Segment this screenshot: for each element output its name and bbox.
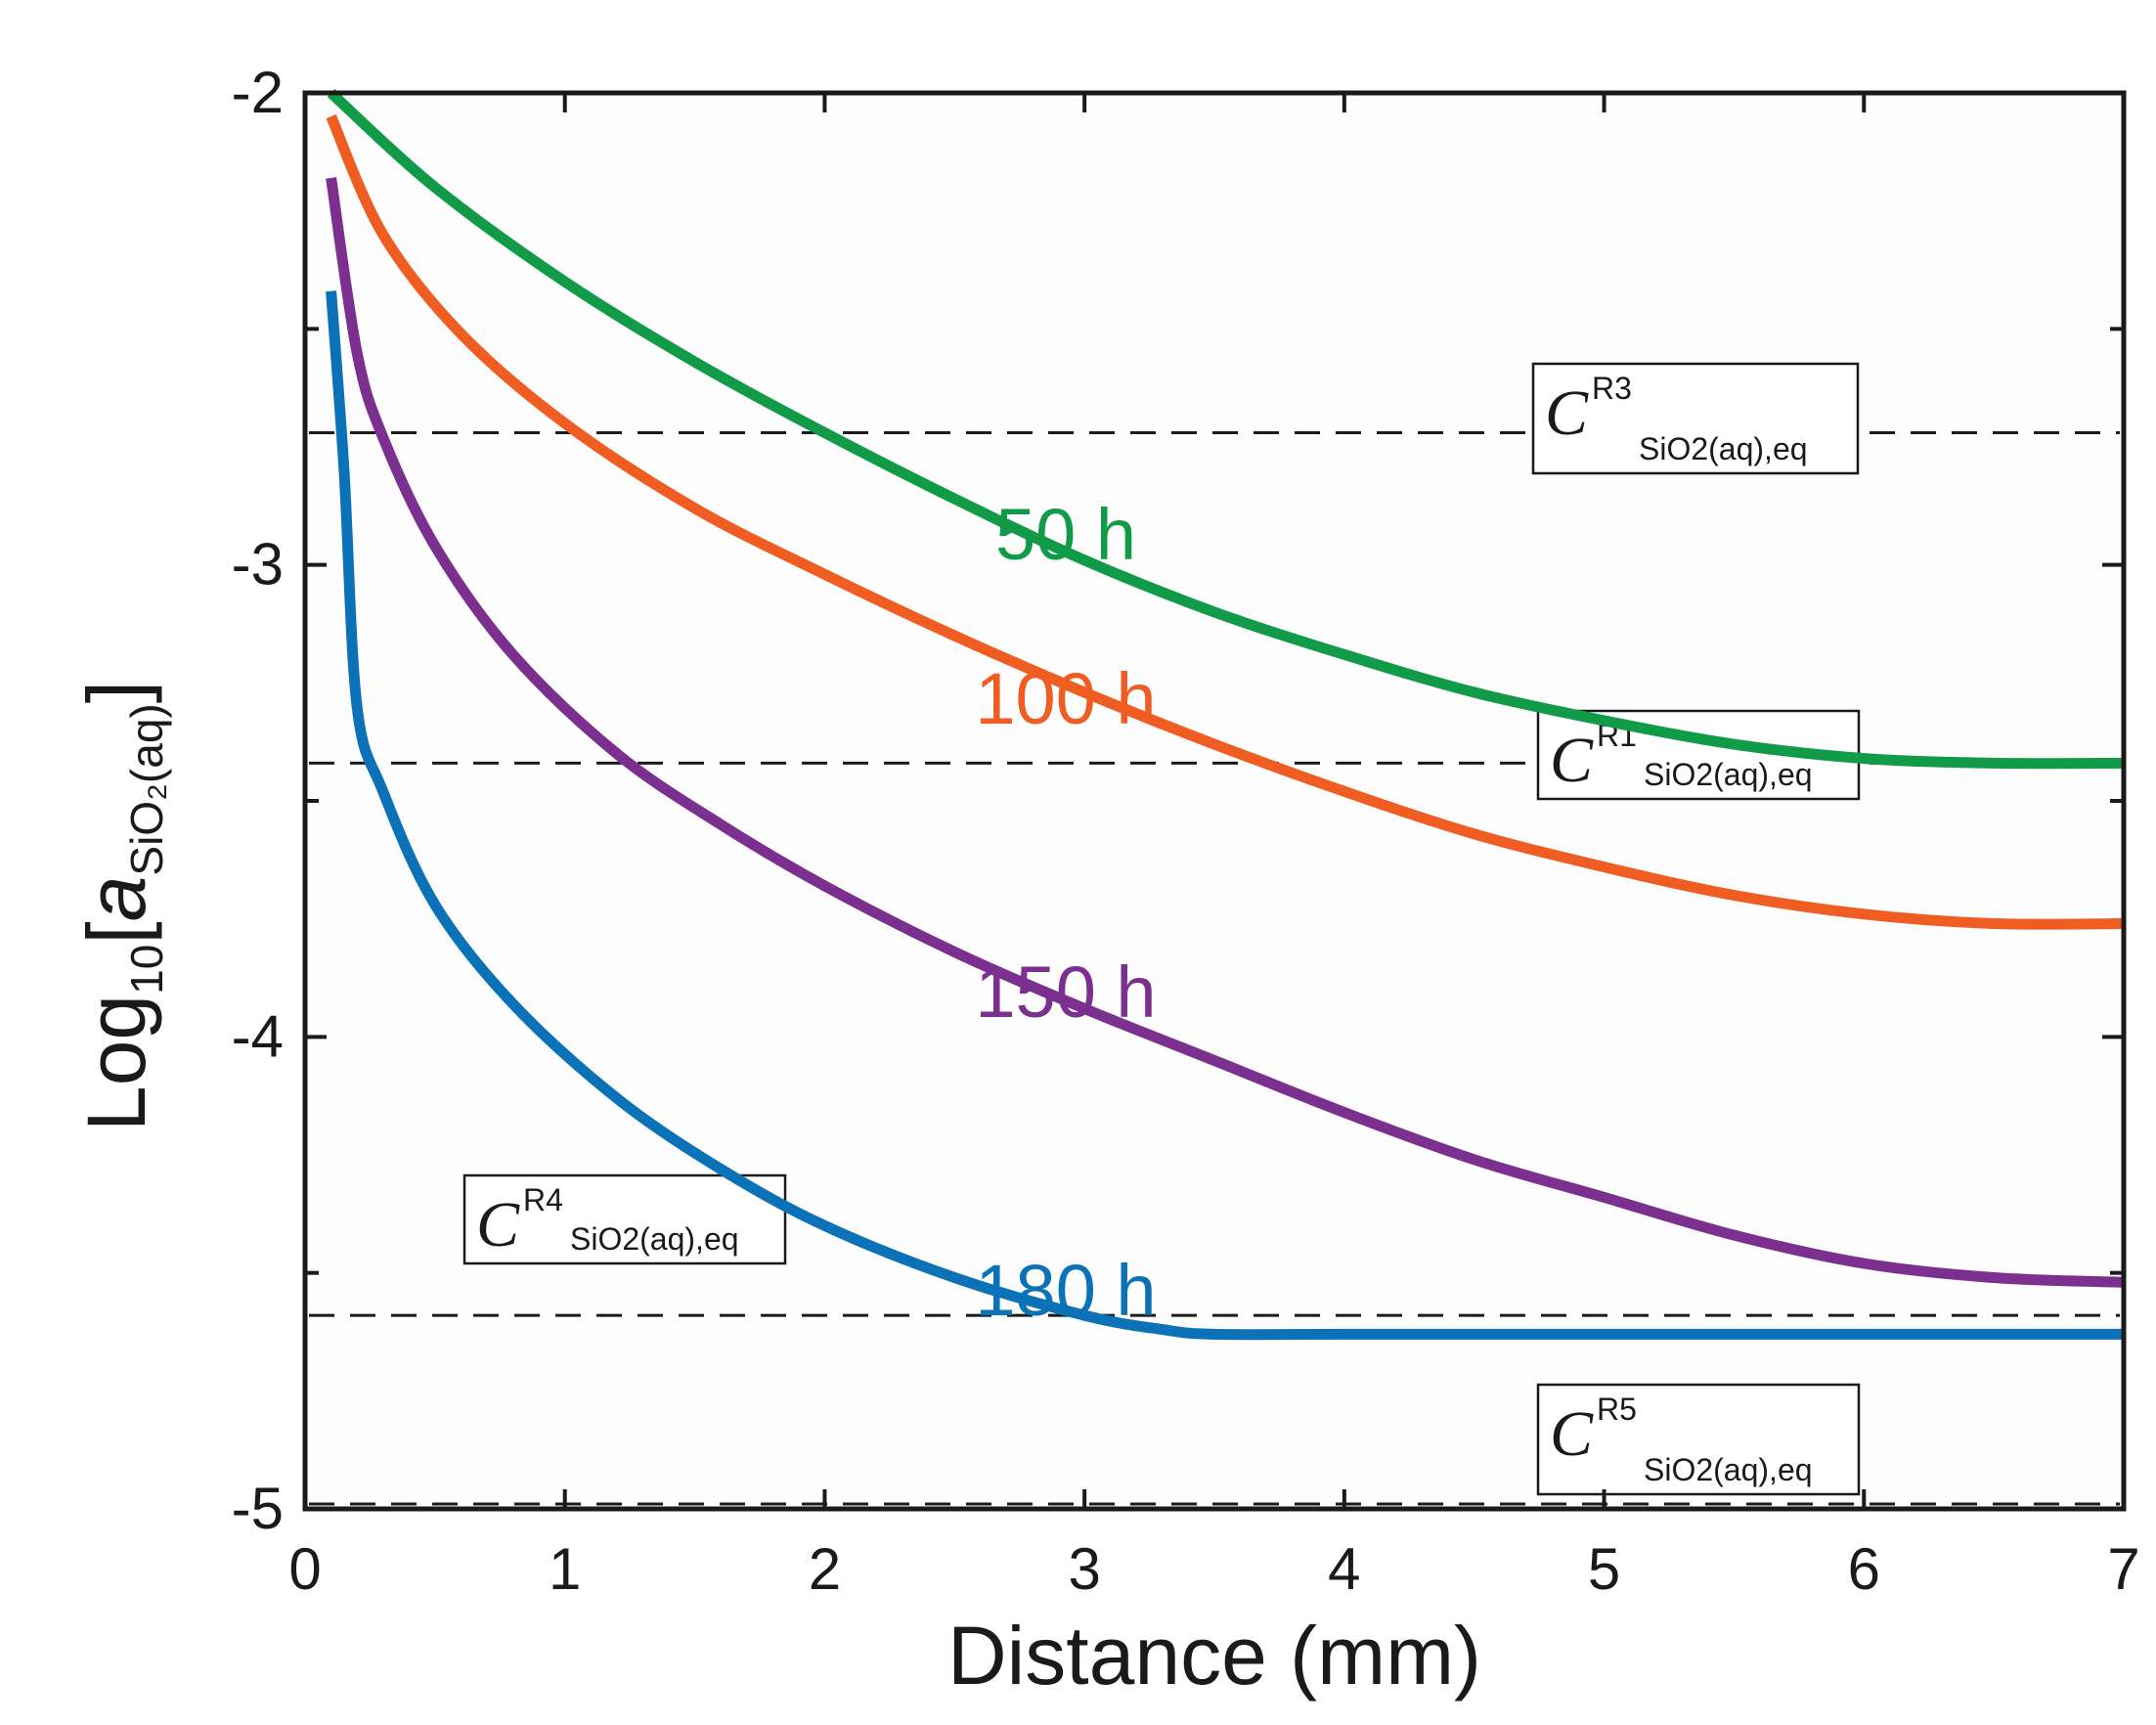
series-label-100h: 100 h [975,658,1156,739]
ref-label-box [462,1173,787,1265]
y-axis-title-activity: a [70,876,162,922]
ref-label-c: C [1545,377,1589,449]
ref-label-sup: R4 [523,1182,563,1217]
ref-label-box [1531,362,1860,475]
ref-label-sub: SiO2(aq),eq [1639,431,1808,466]
x-tick-label: 0 [288,1536,321,1602]
ref-label-sup: R3 [1592,371,1632,406]
series-line-100h [326,113,2125,930]
y-tick-label: -5 [232,1476,284,1541]
x-tick-label: 7 [2107,1536,2139,1602]
ref-label-c: C [1550,725,1594,796]
series-label-180h: 180 h [975,1250,1156,1331]
y-axis-title-log-base: 10 [121,945,172,995]
ref-label-c: C [476,1189,520,1261]
axis-ticks: 0 1 2 3 4 5 6 7 -2 -3 -4 -5 [232,60,2140,1602]
y-tick-label: -4 [232,1003,284,1069]
x-tick-label: 3 [1068,1536,1100,1602]
plot-area [305,93,2124,1509]
series-label-50h: 50 h [995,494,1136,575]
series-label-150h: 150 h [975,951,1156,1033]
ref-label-c: C [1550,1398,1594,1470]
x-tick-label: 2 [809,1536,841,1602]
series-line-180h [326,290,2124,1341]
x-tick-label: 6 [1848,1536,1880,1602]
ref-label-sub: SiO2(aq),eq [1644,757,1813,792]
y-axis-title-open-bracket: [ [70,921,162,944]
ref-label-sup: R5 [1597,1392,1637,1427]
y-axis-title-activity-sub: SiO₂(aq) [121,703,172,875]
y-axis-title-log: Log [70,995,162,1131]
series-line-150h [326,177,2125,1288]
series-line-50h [327,88,2125,770]
x-tick-label: 1 [549,1536,581,1602]
ref-label-sub: SiO2(aq),eq [1644,1452,1813,1487]
x-tick-label: 4 [1328,1536,1360,1602]
series-lines: 50 h 100 h 150 h 180 h [326,88,2125,1341]
y-tick-label: -3 [232,532,284,597]
y-tick-label: -2 [232,60,284,125]
ref-label-box [1536,1383,1861,1496]
x-axis-title: Distance (mm) [947,1610,1481,1702]
ref-label-sub: SiO2(aq),eq [570,1221,739,1257]
y-axis-title-close-bracket: ] [70,681,162,703]
y-axis-title: Log10[aSiO₂(aq)] [70,681,172,1131]
x-tick-label: 5 [1588,1536,1620,1602]
